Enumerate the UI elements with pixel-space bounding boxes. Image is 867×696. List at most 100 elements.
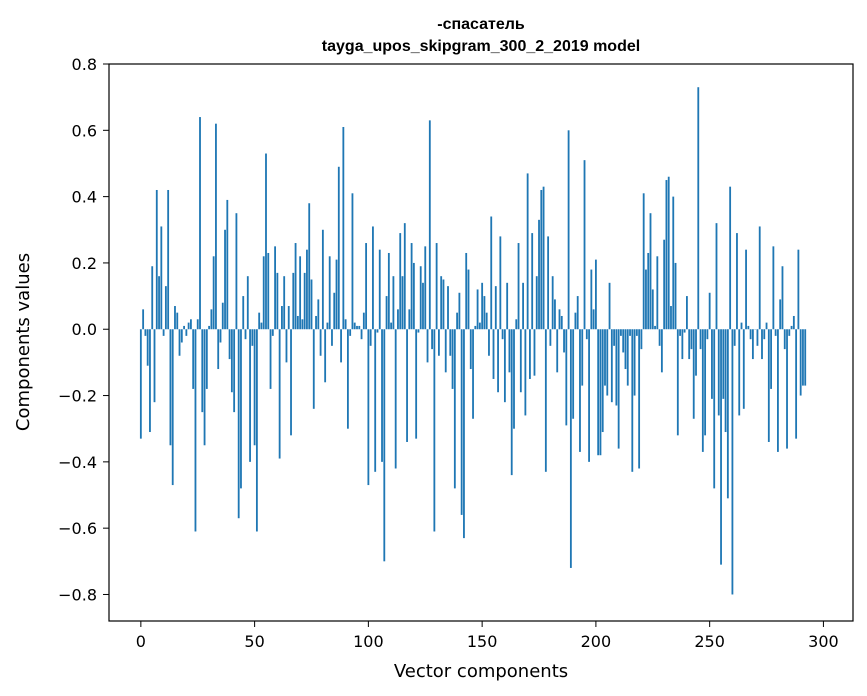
bar-component-102 xyxy=(372,226,374,330)
bar-component-152 xyxy=(485,312,488,330)
bar-component-74 xyxy=(308,203,311,330)
bar-component-176 xyxy=(540,189,543,330)
bar-component-269 xyxy=(751,329,754,360)
bar-component-47 xyxy=(246,276,249,330)
bar-component-208 xyxy=(613,329,616,346)
bar-component-26 xyxy=(199,117,201,330)
bar-component-32 xyxy=(212,256,215,330)
bar-component-128 xyxy=(431,329,433,350)
y-axis: −0.8 −0.6 −0.4 −0.2 0.0 0.2 0.4 0.6 0.8 xyxy=(58,55,109,604)
bar-component-154 xyxy=(490,216,493,330)
bar-component-127 xyxy=(428,120,431,330)
bar-component-3 xyxy=(146,329,149,366)
bar-component-113 xyxy=(397,309,399,330)
bar-component-264 xyxy=(740,322,743,330)
bar-component-25 xyxy=(196,319,199,330)
bar-component-98 xyxy=(362,312,365,330)
bar-component-215 xyxy=(629,329,631,336)
bar-component-192 xyxy=(576,296,579,330)
bar-component-115 xyxy=(401,276,404,330)
bar-component-262 xyxy=(736,233,738,330)
bar-component-51 xyxy=(255,329,258,532)
x-tick-label: 0 xyxy=(136,632,146,651)
x-tick-label: 50 xyxy=(244,632,264,651)
bar-component-185 xyxy=(560,315,563,330)
bar-component-198 xyxy=(590,269,593,330)
bar-component-137 xyxy=(451,329,454,389)
bar-component-187 xyxy=(565,329,568,426)
bar-component-261 xyxy=(733,329,736,346)
bar-component-84 xyxy=(331,329,333,346)
bar-component-212 xyxy=(622,329,625,353)
bar-component-97 xyxy=(360,329,363,340)
bar-component-256 xyxy=(722,329,725,399)
bar-component-227 xyxy=(656,256,659,330)
bar-component-50 xyxy=(253,329,256,446)
bar-component-36 xyxy=(221,302,224,330)
bar-component-172 xyxy=(531,233,534,330)
bar-component-81 xyxy=(324,329,327,383)
bar-component-193 xyxy=(579,329,581,452)
y-tick-label: −0.2 xyxy=(58,387,97,406)
bar-component-132 xyxy=(440,276,443,330)
bar-component-42 xyxy=(235,213,238,330)
bar-component-194 xyxy=(581,329,584,386)
bar-component-249 xyxy=(706,329,709,340)
bar-component-71 xyxy=(301,319,304,330)
bar-component-245 xyxy=(697,87,700,330)
bar-component-146 xyxy=(472,329,474,419)
bar-component-48 xyxy=(249,329,251,462)
bar-component-161 xyxy=(506,282,509,330)
bar-component-37 xyxy=(224,229,226,330)
bar-component-144 xyxy=(467,269,470,330)
bar-component-254 xyxy=(717,329,720,416)
x-tick-label: 300 xyxy=(808,632,839,651)
bar-component-75 xyxy=(310,279,313,330)
bar-component-204 xyxy=(604,329,606,386)
bar-component-77 xyxy=(315,315,317,330)
bar-component-201 xyxy=(597,329,600,456)
bar-component-19 xyxy=(183,325,185,330)
bar-component-160 xyxy=(503,329,506,403)
bar-component-45 xyxy=(242,296,245,330)
bar-component-129 xyxy=(433,329,436,532)
bar-component-112 xyxy=(394,329,397,469)
bar-component-141 xyxy=(460,329,463,515)
bar-component-268 xyxy=(749,329,752,340)
y-tick-label: 0.0 xyxy=(72,320,97,339)
bar-component-289 xyxy=(797,249,800,330)
bar-component-221 xyxy=(642,193,645,330)
bar-component-134 xyxy=(444,329,447,373)
bar-component-1 xyxy=(142,309,145,330)
bar-component-78 xyxy=(317,299,320,330)
bar-component-104 xyxy=(376,329,379,333)
bar-component-284 xyxy=(786,329,788,449)
bar-component-246 xyxy=(699,329,702,350)
x-axis: 0 50 100 150 200 250 300 xyxy=(136,621,839,651)
y-tick-label: −0.6 xyxy=(58,519,97,538)
bar-component-266 xyxy=(745,249,747,330)
bar-component-217 xyxy=(633,329,636,396)
bar-component-231 xyxy=(665,180,668,330)
bar-component-200 xyxy=(594,259,597,330)
bar-component-131 xyxy=(438,329,440,356)
bar-component-273 xyxy=(761,329,763,360)
bar-component-156 xyxy=(494,286,497,330)
bar-component-170 xyxy=(526,173,529,330)
bar-component-10 xyxy=(162,329,165,336)
bar-component-234 xyxy=(672,196,675,330)
bar-component-257 xyxy=(724,329,727,433)
bar-component-105 xyxy=(378,249,381,330)
bar-component-103 xyxy=(374,329,377,472)
bar-component-43 xyxy=(237,329,240,519)
bar-component-267 xyxy=(747,325,750,330)
y-tick-label: −0.8 xyxy=(58,585,97,604)
bar-component-188 xyxy=(567,130,570,330)
bar-component-80 xyxy=(321,229,324,330)
bar-component-60 xyxy=(276,272,279,330)
bar-component-186 xyxy=(563,329,565,353)
bar-component-61 xyxy=(278,329,281,459)
bar-component-278 xyxy=(772,246,775,330)
bar-component-29 xyxy=(205,329,208,389)
bar-component-173 xyxy=(533,329,536,376)
